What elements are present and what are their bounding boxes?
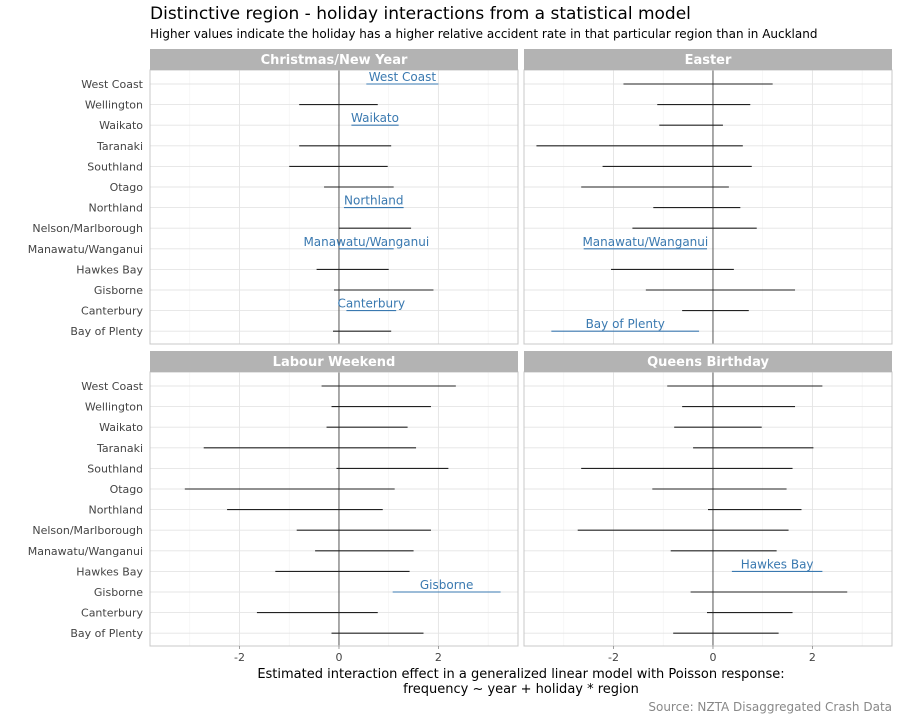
panel-background bbox=[524, 70, 892, 344]
highlight-label-bay-of-plenty: Bay of Plenty bbox=[586, 317, 665, 331]
y-tick-label-northland: Northland bbox=[88, 202, 143, 215]
y-tick-label-wellington: Wellington bbox=[85, 401, 143, 414]
panel-easter: Manawatu/Wanganui Bay of Plenty Easter bbox=[523, 49, 893, 345]
facet-strip bbox=[524, 351, 892, 372]
y-tick-label-hawkes-bay: Hawkes Bay bbox=[76, 263, 143, 276]
y-tick-label-nelson-marlborough: Nelson/Marlborough bbox=[32, 524, 143, 537]
y-tick-label-bay-of-plenty: Bay of Plenty bbox=[70, 627, 143, 640]
y-tick-label-canterbury: Canterbury bbox=[81, 305, 143, 318]
y-tick-label-taranaki: Taranaki bbox=[96, 140, 143, 153]
panel-background bbox=[150, 70, 518, 344]
highlight-label-gisborne: Gisborne bbox=[420, 578, 474, 592]
highlight-label-waikato: Waikato bbox=[351, 111, 399, 125]
y-tick-label-waikato: Waikato bbox=[99, 119, 143, 132]
facet-panels: West Coast Waikato Northland Manawatu/Wanga… bbox=[28, 49, 893, 664]
y-tick-label-canterbury: Canterbury bbox=[81, 607, 143, 620]
panel-christmas-new-year: West Coast Waikato Northland Manawatu/Wanga… bbox=[28, 49, 519, 345]
y-tick-label-otago: Otago bbox=[110, 181, 144, 194]
highlight-label-canterbury: Canterbury bbox=[337, 297, 405, 311]
facet-strip bbox=[524, 49, 892, 70]
x-axis-label-line2: frequency ~ year + holiday * region bbox=[403, 682, 639, 697]
x-axis-label-line1: Estimated interaction effect in a genera… bbox=[257, 667, 784, 682]
panel-background bbox=[150, 372, 518, 646]
panel-queens-birthday: Hawkes Bay Queens Birthday -2 0 2 bbox=[523, 351, 893, 664]
y-tick-label-manawatu-wanganui: Manawatu/Wanganui bbox=[28, 545, 143, 558]
y-tick-label-taranaki: Taranaki bbox=[96, 442, 143, 455]
highlight-label-manawatu-wanganui: Manawatu/Wanganui bbox=[303, 235, 429, 249]
y-tick-label-otago: Otago bbox=[110, 483, 144, 496]
x-tick-label: 2 bbox=[809, 651, 816, 664]
x-tick-label: 0 bbox=[709, 651, 716, 664]
x-tick-label: -2 bbox=[608, 651, 619, 664]
x-tick-label: 2 bbox=[435, 651, 442, 664]
facet-strip-label: Queens Birthday bbox=[647, 355, 769, 370]
chart-subtitle: Higher values indicate the holiday has a… bbox=[150, 27, 817, 41]
y-tick-label-wellington: Wellington bbox=[85, 99, 143, 112]
facet-strip-label: Labour Weekend bbox=[273, 355, 396, 370]
x-tick-label: 0 bbox=[335, 651, 342, 664]
y-tick-label-west-coast: West Coast bbox=[81, 78, 143, 91]
highlight-label-west-coast: West Coast bbox=[369, 70, 437, 84]
y-tick-label-waikato: Waikato bbox=[99, 421, 143, 434]
facet-strip-label: Easter bbox=[685, 53, 732, 68]
facet-strip bbox=[150, 49, 518, 70]
y-tick-label-hawkes-bay: Hawkes Bay bbox=[76, 565, 143, 578]
facet-strip-label: Christmas/New Year bbox=[261, 53, 408, 68]
y-tick-label-manawatu-wanganui: Manawatu/Wanganui bbox=[28, 243, 143, 256]
y-tick-label-gisborne: Gisborne bbox=[94, 284, 143, 297]
panel-background bbox=[524, 372, 892, 646]
x-tick-label: -2 bbox=[234, 651, 245, 664]
chart-caption: Source: NZTA Disaggregated Crash Data bbox=[648, 700, 892, 714]
y-tick-label-southland: Southland bbox=[87, 160, 143, 173]
highlight-label-hawkes-bay: Hawkes Bay bbox=[741, 557, 814, 571]
y-tick-label-bay-of-plenty: Bay of Plenty bbox=[70, 325, 143, 338]
chart-title: Distinctive region - holiday interaction… bbox=[150, 4, 691, 24]
y-tick-label-nelson-marlborough: Nelson/Marlborough bbox=[32, 222, 143, 235]
facet-strip bbox=[150, 351, 518, 372]
y-tick-label-northland: Northland bbox=[88, 504, 143, 517]
highlight-label-manawatu-wanganui: Manawatu/Wanganui bbox=[582, 235, 708, 249]
y-tick-label-southland: Southland bbox=[87, 462, 143, 475]
y-tick-label-gisborne: Gisborne bbox=[94, 586, 143, 599]
panel-labour-weekend: Gisborne Labour Weekend West Coast Wellingt… bbox=[28, 351, 519, 664]
highlight-label-northland: Northland bbox=[344, 194, 403, 208]
y-tick-label-west-coast: West Coast bbox=[81, 380, 143, 393]
